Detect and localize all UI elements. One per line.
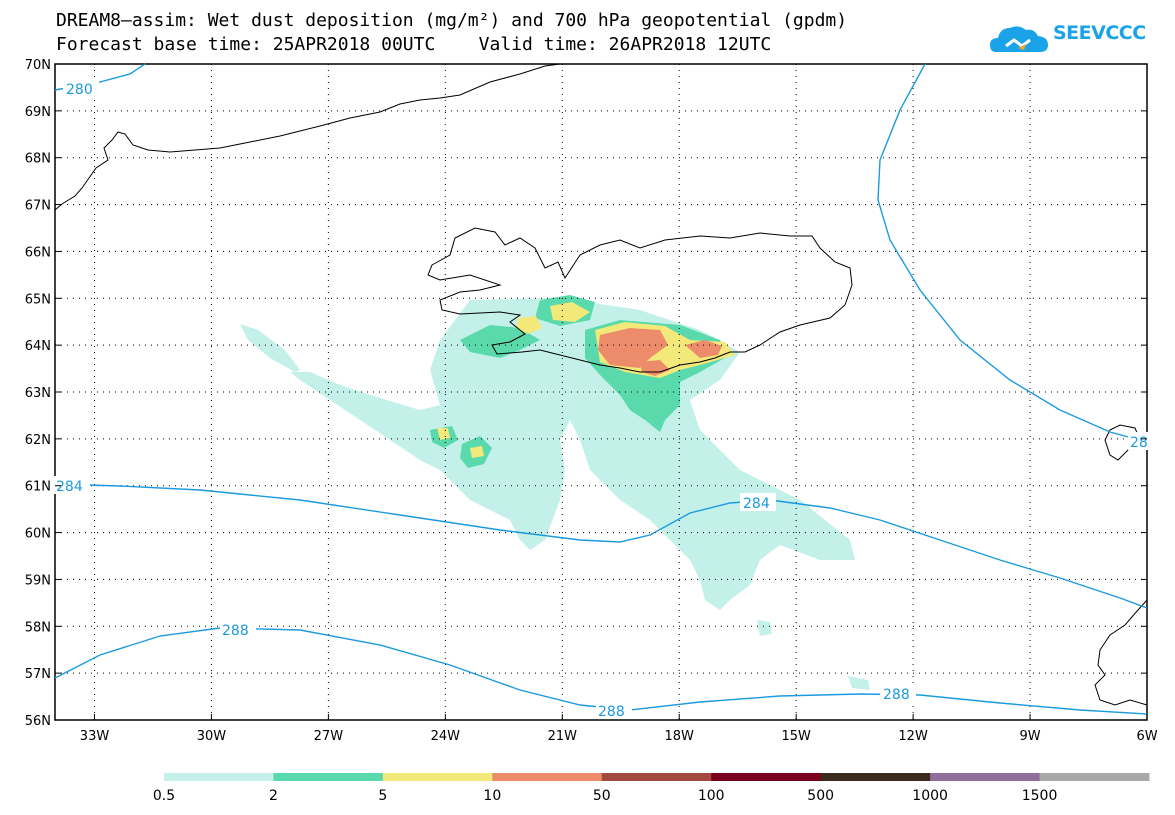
contour-288 [54, 627, 1148, 715]
latitude-label: 59N [25, 573, 51, 588]
latitude-label: 63N [25, 386, 51, 401]
latitude-label: 62N [25, 433, 51, 448]
latitude-label: 58N [25, 620, 51, 635]
dust-deposition-layer [240, 295, 870, 690]
longitude-label: 21W [548, 729, 578, 744]
map-title: DREAM8—assim: Wet dust deposition (mg/m²… [56, 10, 848, 31]
latitude-label: 66N [25, 245, 51, 260]
dust-area-medium [460, 325, 540, 358]
longitude-label: 9W [1019, 729, 1040, 744]
dust-area-yellow [437, 428, 450, 440]
longitude-label: 30W [197, 729, 227, 744]
contour-label-280: 280 [66, 82, 93, 98]
dust-area-light [290, 298, 855, 610]
longitude-label: 12W [898, 729, 928, 744]
legend-label: 500 [807, 788, 834, 804]
scotland-coast [1094, 599, 1148, 706]
legend-label: 1500 [1022, 788, 1058, 804]
latitude-label: 60N [25, 527, 51, 542]
latitude-label: 61N [25, 480, 51, 495]
legend-label: 10 [483, 788, 501, 804]
longitude-label: 15W [781, 729, 811, 744]
color-legend: 0.5 2 5 10 50 100 500 1000 1500 [153, 773, 1150, 804]
geopotential-contours [54, 63, 1148, 715]
legend-swatch [382, 773, 493, 781]
legend-label: 2 [269, 788, 278, 804]
contour-label-28: 28 [1130, 435, 1148, 451]
legend-label: 1000 [912, 788, 948, 804]
latitude-label: 65N [25, 292, 51, 307]
longitude-label: 27W [314, 729, 344, 744]
longitude-label: 18W [665, 729, 695, 744]
legend-label: 0.5 [153, 788, 175, 804]
dust-area-light [848, 676, 870, 690]
contour-label-284-west: 284 [56, 479, 83, 495]
latitude-labels: 70N 69N 68N 67N 66N 65N 64N 63N 62N 61N 60N 59N 58N 5… [25, 58, 1147, 729]
legend-swatch [930, 773, 1041, 781]
latitude-label: 70N [25, 58, 51, 73]
legend-label: 100 [698, 788, 725, 804]
coastline-layer [54, 63, 1148, 706]
longitude-label: 6W [1136, 729, 1157, 744]
legend-swatch [492, 773, 603, 781]
legend-swatch [273, 773, 384, 781]
contour-label-284-east: 284 [743, 496, 770, 512]
legend-swatch [1039, 773, 1150, 781]
dust-area-light [757, 620, 772, 636]
latitude-label: 56N [25, 714, 51, 729]
longitude-label: 24W [431, 729, 461, 744]
iceland-coast [427, 227, 853, 373]
greenland-coast [54, 63, 561, 211]
logo-text: SEEVCCC [1053, 22, 1146, 44]
contour-280-east [877, 63, 1148, 443]
contour-labels: 280 28 284 284 288 288 288 [54, 79, 1148, 720]
longitude-labels: 33W 30W 27W 24W 21W 18W 15W 12W 9W 6W [80, 714, 1158, 744]
latitude-label: 68N [25, 152, 51, 167]
dust-area-yellow [470, 446, 484, 458]
contour-label-288-center: 288 [598, 704, 625, 720]
latitude-label: 57N [25, 667, 51, 682]
contour-label-288-west: 288 [222, 623, 249, 639]
legend-swatch [601, 773, 712, 781]
legend-swatch [820, 773, 931, 781]
legend-label: 50 [593, 788, 611, 804]
map-subtitle: Forecast base time: 25APR2018 00UTC Vali… [56, 34, 772, 55]
latitude-label: 69N [25, 105, 51, 120]
legend-label: 5 [378, 788, 387, 804]
latitude-label: 67N [25, 199, 51, 214]
contour-284 [54, 483, 1148, 609]
longitude-label: 33W [80, 729, 110, 744]
dust-area-yellow [516, 316, 542, 334]
dust-area-yellow [550, 302, 590, 322]
cloud-logo-icon [990, 26, 1048, 52]
graticule [55, 64, 1147, 720]
legend-swatch [711, 773, 822, 781]
legend-swatch [164, 773, 274, 781]
latitude-label: 64N [25, 339, 51, 354]
dust-area-orange [598, 328, 668, 368]
dust-area-orange [685, 340, 722, 358]
dust-area-light [240, 324, 300, 372]
contour-label-288-east: 288 [883, 687, 910, 703]
